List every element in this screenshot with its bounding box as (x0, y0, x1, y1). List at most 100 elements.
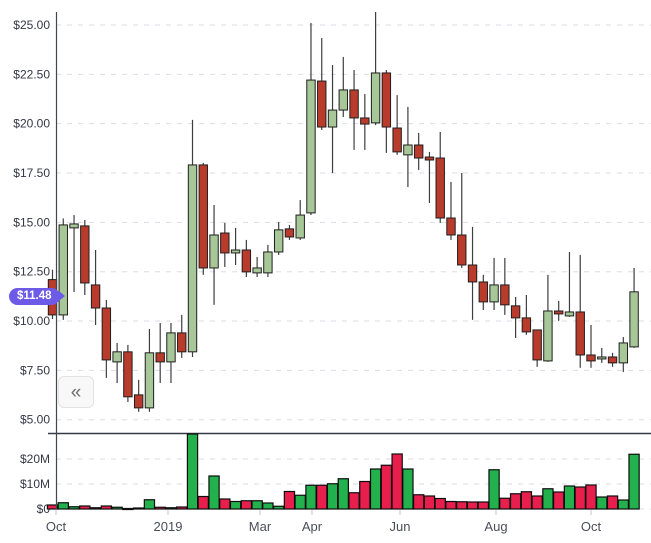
candle-25[interactable] (306, 79, 316, 214)
candle-55[interactable] (629, 291, 639, 348)
candle-11[interactable] (155, 352, 165, 363)
volume-bar-13[interactable] (176, 506, 188, 510)
candle-16[interactable] (209, 234, 219, 269)
volume-bar-32[interactable] (380, 464, 393, 510)
volume-bar-5[interactable] (89, 507, 102, 510)
candle-15[interactable] (198, 164, 208, 269)
candle-2[interactable] (58, 224, 68, 316)
volume-bar-52[interactable] (596, 496, 608, 510)
candle-24[interactable] (295, 214, 305, 239)
volume-bar-47[interactable] (542, 488, 554, 510)
volume-bar-51[interactable] (585, 484, 597, 510)
candle-46[interactable] (532, 329, 542, 361)
volume-bar-55[interactable] (628, 453, 640, 510)
candle-32[interactable] (381, 72, 392, 128)
candle-49[interactable] (564, 311, 575, 317)
volume-bar-20[interactable] (251, 500, 263, 510)
volume-bar-8[interactable] (122, 507, 134, 511)
volume-bar-35[interactable] (412, 494, 425, 510)
volume-bar-27[interactable] (326, 483, 339, 510)
volume-bar-26[interactable] (316, 484, 328, 510)
volume-bar-10[interactable] (143, 499, 156, 510)
candle-21[interactable] (263, 251, 273, 274)
candle-35[interactable] (413, 144, 424, 159)
candle-48[interactable] (553, 310, 564, 315)
candle-17[interactable] (220, 232, 230, 254)
volume-bar-37[interactable] (434, 497, 446, 510)
volume-bar-30[interactable] (359, 480, 371, 510)
volume-bar-33[interactable] (391, 453, 403, 510)
candle-6[interactable] (101, 307, 112, 361)
volume-bar-15[interactable] (197, 495, 209, 510)
candle-29[interactable] (349, 89, 359, 119)
volume-bar-40[interactable] (466, 501, 479, 510)
candle-51[interactable] (586, 354, 596, 362)
candle-43[interactable] (500, 284, 510, 306)
volume-bar-2[interactable] (57, 502, 69, 510)
volume-bar-43[interactable] (499, 497, 511, 510)
candle-41[interactable] (478, 281, 489, 303)
volume-bar-6[interactable] (100, 505, 113, 510)
volume-bar-12[interactable] (165, 507, 177, 510)
volume-bar-34[interactable] (402, 468, 414, 510)
candle-5[interactable] (90, 284, 101, 309)
candle-3[interactable] (69, 223, 79, 229)
candle-53[interactable] (607, 356, 618, 364)
candle-54[interactable] (618, 342, 629, 364)
candle-33[interactable] (392, 127, 402, 153)
volume-bar-53[interactable] (606, 495, 619, 510)
candle-44[interactable] (510, 305, 521, 319)
candle-13[interactable] (177, 332, 187, 353)
candle-14[interactable] (187, 164, 198, 353)
candle-28[interactable] (338, 89, 348, 111)
candle-34[interactable] (403, 144, 413, 156)
volume-bar-42[interactable] (488, 469, 500, 510)
candle-45[interactable] (521, 317, 532, 333)
candle-42[interactable] (489, 284, 499, 303)
candle-27[interactable] (327, 109, 338, 128)
candle-8[interactable] (123, 351, 133, 398)
candle-23[interactable] (284, 228, 295, 238)
volume-bar-38[interactable] (445, 500, 457, 510)
volume-bar-41[interactable] (477, 501, 490, 510)
candle-47[interactable] (543, 310, 553, 362)
volume-bar-36[interactable] (423, 495, 436, 510)
volume-bar-46[interactable] (531, 495, 543, 510)
volume-bar-17[interactable] (219, 498, 231, 510)
volume-bar-11[interactable] (154, 506, 166, 510)
candle-37[interactable] (435, 157, 445, 219)
volume-bar-7[interactable] (111, 506, 123, 510)
candle-18[interactable] (230, 249, 241, 254)
volume-bar-49[interactable] (563, 485, 576, 510)
volume-bar-45[interactable] (520, 491, 533, 510)
candle-36[interactable] (424, 156, 435, 161)
volume-bar-54[interactable] (617, 499, 630, 510)
candle-19[interactable] (241, 249, 252, 273)
candle-9[interactable] (133, 394, 144, 409)
candle-30[interactable] (360, 117, 370, 125)
collapse-panel-button[interactable]: « (58, 376, 94, 408)
candle-22[interactable] (273, 229, 284, 253)
volume-bar-48[interactable] (552, 491, 565, 510)
volume-bar-16[interactable] (208, 475, 220, 510)
candle-50[interactable] (575, 311, 585, 356)
volume-bar-29[interactable] (348, 492, 360, 510)
volume-bar-22[interactable] (272, 505, 285, 510)
volume-bar-28[interactable] (337, 478, 349, 510)
volume-bar-9[interactable] (132, 507, 145, 510)
volume-bar-39[interactable] (456, 501, 468, 510)
volume-bar-31[interactable] (369, 468, 382, 510)
volume-bar-19[interactable] (240, 500, 253, 510)
candle-52[interactable] (597, 356, 607, 360)
volume-bar-21[interactable] (262, 502, 274, 510)
volume-bar-25[interactable] (305, 484, 317, 510)
candle-38[interactable] (446, 217, 456, 236)
candle-12[interactable] (166, 332, 176, 363)
candle-31[interactable] (370, 72, 381, 124)
candle-4[interactable] (80, 225, 90, 284)
volume-bar-44[interactable] (509, 493, 522, 510)
volume-bar-24[interactable] (294, 494, 306, 510)
candle-39[interactable] (457, 234, 467, 266)
candle-20[interactable] (252, 267, 262, 274)
